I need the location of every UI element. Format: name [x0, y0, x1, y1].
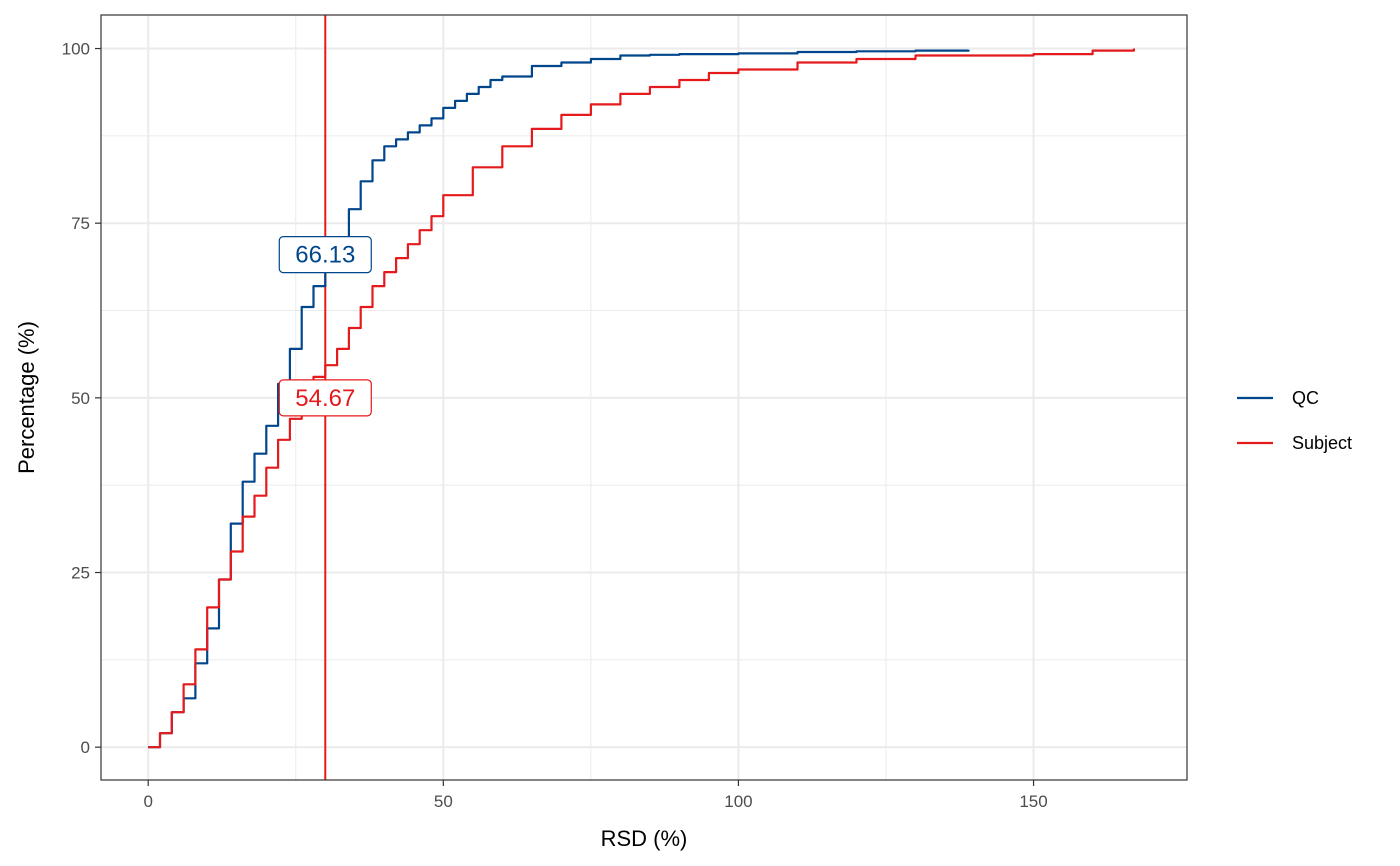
annotations: 66.13 54.67 — [278, 236, 372, 417]
legend-item-qc: QC — [1237, 388, 1319, 408]
x-tick-label: 100 — [724, 792, 752, 811]
series-line-qc — [148, 49, 970, 749]
y-tick-label: 75 — [71, 214, 90, 233]
axis-ticks: 0 50 100 150 0 25 50 75 100 — [62, 40, 1048, 811]
y-tick-label: 0 — [81, 738, 90, 757]
y-tick-label: 50 — [71, 389, 90, 408]
annotation-label: 66.13 — [295, 242, 355, 269]
legend: QC Subject — [1237, 388, 1352, 453]
y-axis-title: Percentage (%) — [14, 321, 39, 474]
y-tick-label: 25 — [71, 564, 90, 583]
annotation-label: 54.67 — [295, 385, 355, 412]
annotation-box — [278, 236, 372, 274]
annotation-box — [278, 379, 372, 417]
series-layer — [148, 48, 1135, 749]
legend-label: QC — [1292, 388, 1319, 408]
y-tick-label: 100 — [62, 40, 90, 59]
x-tick-label: 50 — [434, 792, 453, 811]
grid — [101, 15, 1187, 780]
x-axis-title: RSD (%) — [601, 826, 688, 851]
annotation-qc: 66.13 — [278, 236, 372, 274]
annotation-subject: 54.67 — [278, 379, 372, 417]
series-line-subject — [148, 48, 1135, 749]
x-tick-label: 150 — [1019, 792, 1047, 811]
legend-item-subject: Subject — [1237, 433, 1352, 453]
legend-label: Subject — [1292, 433, 1352, 453]
x-tick-label: 0 — [143, 792, 152, 811]
